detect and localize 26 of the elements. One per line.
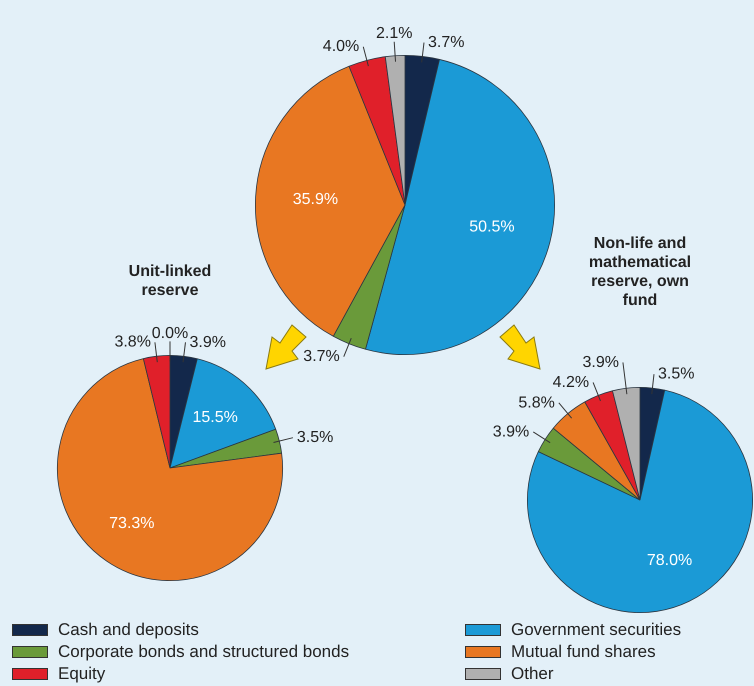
data-label: 3.7% [303, 348, 340, 366]
data-label: 3.8% [114, 334, 151, 351]
data-label: 73.3% [109, 515, 155, 532]
data-label: 4.0% [322, 38, 360, 56]
data-label: 35.9% [292, 191, 338, 208]
data-label: 4.2% [552, 374, 590, 391]
legend-label: Cash and deposits [58, 620, 199, 640]
legend-label: Equity [58, 664, 106, 684]
legend-label: Corporate bonds and structured bonds [58, 642, 350, 662]
data-label: 50.5% [469, 218, 515, 236]
data-label: 3.5% [296, 429, 334, 446]
chart-title: Unit-linked reserve [128, 262, 212, 300]
legend-label: Mutual fund shares [511, 642, 656, 662]
data-label: 3.9% [582, 354, 619, 371]
data-label: 5.8% [518, 394, 555, 412]
data-label: 78.0% [646, 552, 692, 570]
data-label: 3.9% [492, 423, 530, 440]
data-label: 3.7% [428, 34, 464, 51]
legend-label: Other [511, 664, 554, 684]
data-label: 3.9% [189, 334, 226, 351]
data-label: 3.5% [658, 366, 694, 383]
data-label: 2.1% [376, 25, 412, 42]
text: 0.0% [152, 324, 188, 342]
data-label: 15.5% [192, 409, 238, 426]
legend-label: Government securities [511, 620, 682, 640]
chart-title: Non-life and mathematical reserve, own fund [588, 234, 692, 310]
